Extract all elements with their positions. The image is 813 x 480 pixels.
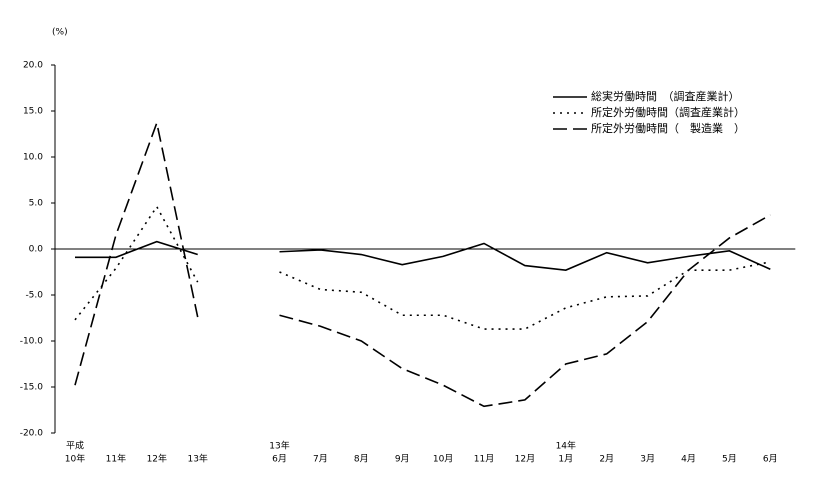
x-tick-label: 2月 bbox=[599, 454, 614, 465]
x-tick-label: 6月 bbox=[272, 454, 287, 465]
legend-label: 所定外労働時間（調査産業計） bbox=[591, 105, 745, 119]
y-tick-label: -20.0 bbox=[20, 429, 44, 439]
y-tick-label: 20.0 bbox=[23, 61, 43, 71]
legend-label: 総実労働時間 （調査産業計） bbox=[591, 89, 740, 103]
x-tick-label: 1月 bbox=[558, 454, 573, 465]
x-tick-label: 10年 bbox=[65, 453, 85, 465]
x-tick-label: 12月 bbox=[515, 454, 535, 465]
y-tick-label: 10.0 bbox=[23, 153, 43, 163]
x-tick-label: 9月 bbox=[395, 454, 410, 465]
series-line bbox=[74, 205, 771, 330]
y-tick-label: -10.0 bbox=[20, 337, 44, 347]
unit-label: (%) bbox=[52, 28, 68, 38]
x-group-label: 平成 bbox=[66, 440, 84, 452]
x-tick-label: 3月 bbox=[640, 454, 655, 465]
x-tick-label: 13年 bbox=[187, 453, 207, 465]
x-tick-label: 5月 bbox=[722, 454, 737, 465]
y-tick-label: 5.0 bbox=[29, 199, 44, 209]
x-group-label: 14年 bbox=[556, 440, 576, 452]
y-tick-label: -5.0 bbox=[25, 291, 43, 301]
x-tick-label: 8月 bbox=[354, 454, 369, 465]
x-tick-label: 6月 bbox=[763, 454, 778, 465]
x-tick-label: 7月 bbox=[313, 454, 328, 465]
y-tick-label: 0.0 bbox=[29, 245, 44, 255]
x-tick-label: 11月 bbox=[474, 454, 494, 465]
series-line bbox=[74, 120, 771, 408]
y-tick-label: 15.0 bbox=[23, 107, 43, 117]
x-group-label: 13年 bbox=[269, 440, 289, 452]
y-tick-label: -15.0 bbox=[20, 383, 44, 393]
x-tick-label: 11年 bbox=[106, 453, 126, 465]
series-line bbox=[75, 240, 771, 271]
x-tick-label: 12年 bbox=[147, 453, 167, 465]
x-tick-label: 10月 bbox=[433, 454, 453, 465]
legend-label: 所定外労働時間（ 製造業 ） bbox=[591, 121, 745, 135]
x-tick-label: 4月 bbox=[681, 454, 696, 465]
